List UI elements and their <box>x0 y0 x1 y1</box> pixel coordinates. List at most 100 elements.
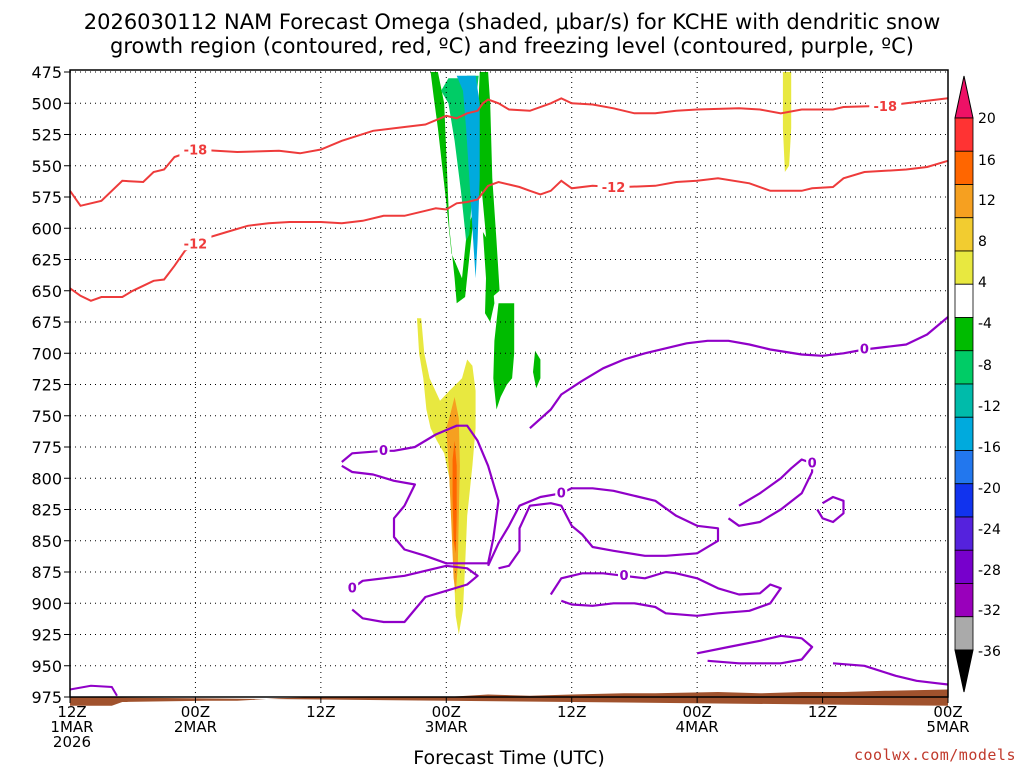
y-tick-label-675: 675 <box>31 313 62 332</box>
plot-background <box>70 70 948 697</box>
colorbar-label--36: -36 <box>978 644 1001 660</box>
y-tick-label-600: 600 <box>31 219 62 238</box>
colorbar-segment-9 <box>954 416 974 451</box>
y-tick-label-525: 525 <box>31 126 62 145</box>
y-tick-label-850: 850 <box>31 532 62 551</box>
red-contour-label-bg <box>179 234 212 251</box>
freezing-contour-label: 0 <box>808 456 817 471</box>
colorbar-segment-14 <box>954 583 974 618</box>
colorbar-label-8: 8 <box>978 234 987 250</box>
freezing-contour-line <box>69 684 118 697</box>
red-contour--12-line <box>69 159 949 302</box>
freezing-contour-line <box>816 495 845 524</box>
colorbar-label--20: -20 <box>978 481 1001 497</box>
colorbar-bottom-arrow <box>954 649 974 693</box>
y-tick-label-575: 575 <box>31 188 62 207</box>
red-contour-label: -18 <box>184 144 208 159</box>
freezing-contour-line <box>696 634 814 665</box>
y-tick-label-650: 650 <box>31 282 62 301</box>
y-tick-label-700: 700 <box>31 344 62 363</box>
y-tick-label-625: 625 <box>31 251 62 270</box>
colorbar-label--8: -8 <box>978 358 992 374</box>
x-tick-label-84-1: 5MAR <box>926 718 969 736</box>
colorbar-segment-15 <box>954 616 974 651</box>
freezing-contour-line <box>832 662 949 686</box>
freezing-contour-label-bg <box>806 455 819 470</box>
y-tick-label-775: 775 <box>31 438 62 457</box>
colorbar-segment-11 <box>954 483 974 518</box>
x-tick-label-0-2: 2026 <box>53 733 91 751</box>
omega-shading-0 <box>430 72 500 304</box>
x-tick-label-60-1: 4MAR <box>676 718 719 736</box>
y-tick-label-875: 875 <box>31 563 62 582</box>
colorbar-segment-10 <box>954 450 974 485</box>
x-tick-label-12-0: 00Z <box>181 703 210 721</box>
x-axis-label: Forecast Time (UTC) <box>413 747 604 768</box>
plot-area: -18 -18 -12 -12 0 0 0 0 0 0 <box>69 69 949 706</box>
colorbar-label-4: 4 <box>978 275 987 291</box>
y-tick-label-800: 800 <box>31 469 62 488</box>
colorbar-segment-8 <box>954 383 974 418</box>
freezing-contour-label-bg <box>617 567 630 582</box>
colorbar-segment-3 <box>954 217 974 252</box>
freezing-contour-label: 0 <box>348 581 357 596</box>
colorbar-label-16: 16 <box>978 153 996 169</box>
purple-contour-layer: 0 0 0 0 0 0 <box>69 316 949 697</box>
red-contour-label: -12 <box>602 181 626 196</box>
colorbar-segment-6 <box>954 317 974 352</box>
freezing-contour-label: 0 <box>619 569 628 584</box>
freezing-contour-label-bg <box>346 580 359 595</box>
colorbar-segment-12 <box>954 516 974 551</box>
y-tick-label-975: 975 <box>31 688 62 707</box>
colorbar-segment-1 <box>954 150 974 185</box>
x-tick-label-48-0: 12Z <box>557 703 586 721</box>
freezing-contour-label: 0 <box>379 444 388 459</box>
red-contour-label-bg <box>179 140 212 157</box>
omega-shading-2 <box>456 75 480 279</box>
y-tick-label-950: 950 <box>31 657 62 676</box>
x-tick-label-36-1: 3MAR <box>425 718 468 736</box>
y-tick-label-475: 475 <box>31 63 62 82</box>
colorbar-segment-4 <box>954 250 974 285</box>
colorbar-segment-13 <box>954 549 974 584</box>
y-tick-label-925: 925 <box>31 626 62 645</box>
freezing-contour-label: 0 <box>557 486 566 501</box>
freezing-contour-line <box>529 316 949 430</box>
y-tick-label-900: 900 <box>31 594 62 613</box>
omega-shading-3 <box>493 303 515 410</box>
freezing-contour-line <box>487 487 720 570</box>
y-axis: 475 500 525 550 575 600 625 650 675 700 725 750 775 8… <box>31 63 70 707</box>
omega-shading-5 <box>533 350 541 389</box>
omega-shading-9 <box>782 72 792 172</box>
freezing-contour-line <box>351 564 479 624</box>
chart-title-line2: growth region (contoured, red, ºC) and f… <box>110 34 914 58</box>
freezing-contour-label-bg <box>377 442 390 457</box>
plot-frame <box>69 69 949 698</box>
y-tick-label-725: 725 <box>31 376 62 395</box>
chart-title-line1: 2026030112 NAM Forecast Omega (shaded, μ… <box>84 10 941 34</box>
red-contour-label-bg <box>869 96 902 113</box>
red-contour-label-bg <box>597 178 630 194</box>
x-tick-label-12-1: 2MAR <box>174 718 217 736</box>
omega-shading-8 <box>452 440 457 554</box>
colorbar-label--12: -12 <box>978 399 1001 415</box>
x-tick-label-36-0: 00Z <box>432 703 461 721</box>
red-contour-label: -18 <box>874 100 898 115</box>
freezing-contour-label-bg <box>858 341 871 356</box>
colorbar-label--24: -24 <box>978 522 1001 538</box>
colorbar: 20 16 12 8 4 -4 -8 -12 -16 -20 -24 -28 -32 -36 <box>954 75 1001 693</box>
colorbar-segment-5 <box>954 283 974 318</box>
x-tick-label-0-1: 1MAR <box>50 718 93 736</box>
omega-shading-6 <box>417 318 476 635</box>
colorbar-label--28: -28 <box>978 563 1001 579</box>
shading-layer <box>417 72 792 635</box>
freezing-contour-label: 0 <box>860 343 869 358</box>
colorbar-label-20: 20 <box>978 111 996 127</box>
x-tick-label-24-0: 12Z <box>306 703 335 721</box>
omega-shading-4 <box>482 232 495 322</box>
y-tick-label-550: 550 <box>31 157 62 176</box>
x-tick-label-60-0: 00Z <box>682 703 711 721</box>
y-tick-label-825: 825 <box>31 501 62 520</box>
